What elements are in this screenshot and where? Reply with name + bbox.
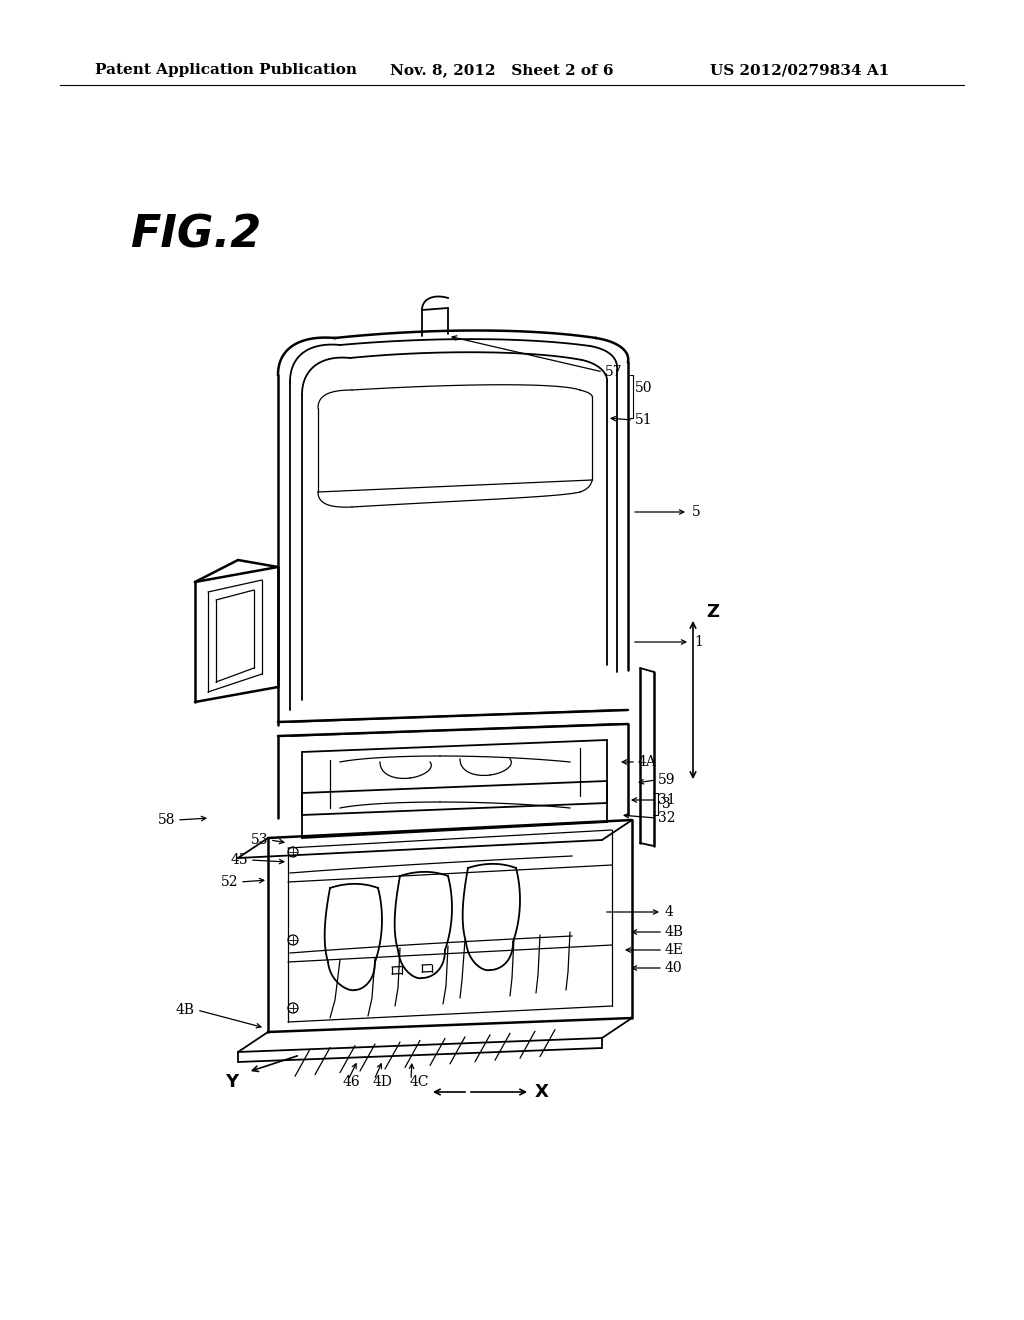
Text: 5: 5 [692,506,700,519]
Text: 40: 40 [665,961,683,975]
Text: 57: 57 [605,366,623,379]
Text: 53: 53 [251,833,268,847]
Text: FIG.2: FIG.2 [130,214,261,256]
Text: 4C: 4C [410,1074,429,1089]
Text: 51: 51 [635,413,652,426]
Text: Z: Z [706,603,719,620]
Text: 4B: 4B [176,1003,195,1016]
Text: 4D: 4D [373,1074,393,1089]
Text: 4B: 4B [665,925,684,939]
Text: 32: 32 [658,810,676,825]
Text: 58: 58 [158,813,175,828]
Text: X: X [535,1082,549,1101]
Text: 4E: 4E [665,942,684,957]
Text: Y: Y [225,1073,239,1092]
Text: 59: 59 [658,774,676,787]
Text: 1: 1 [694,635,702,649]
Text: 52: 52 [220,875,238,888]
Text: 46: 46 [343,1074,360,1089]
Text: Patent Application Publication: Patent Application Publication [95,63,357,77]
Text: 3: 3 [662,797,671,810]
Text: 4: 4 [665,906,674,919]
Text: US 2012/0279834 A1: US 2012/0279834 A1 [710,63,890,77]
Text: 31: 31 [658,793,676,807]
Text: Nov. 8, 2012   Sheet 2 of 6: Nov. 8, 2012 Sheet 2 of 6 [390,63,613,77]
Text: 4A: 4A [638,755,656,770]
Text: 50: 50 [635,381,652,395]
Text: 45: 45 [230,853,248,867]
